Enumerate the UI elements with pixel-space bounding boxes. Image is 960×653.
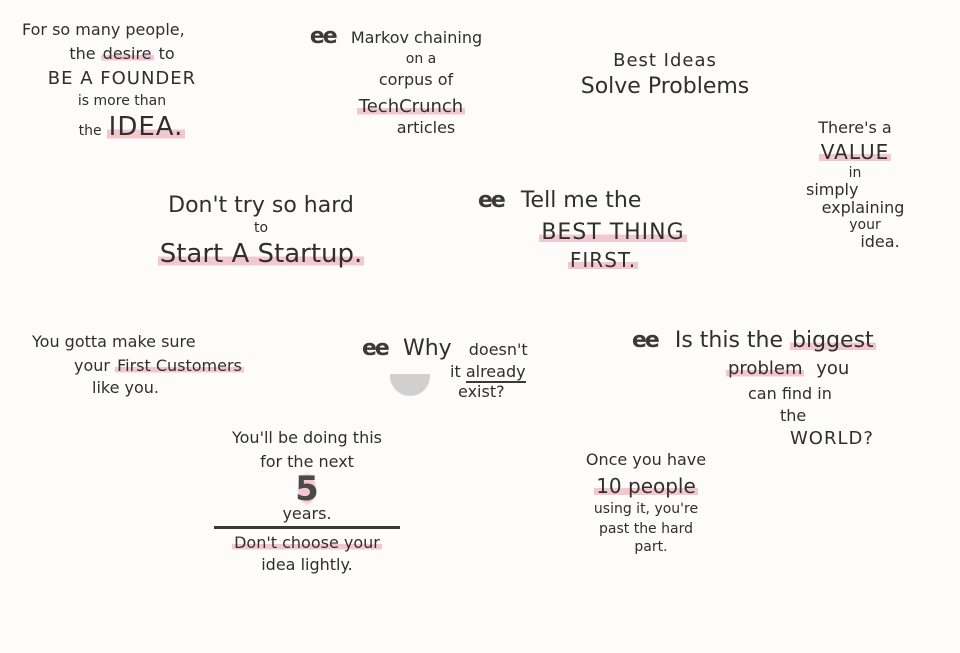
note-ten-people: Once you have 10 people using it, you're…: [566, 450, 726, 555]
dont-try-line-2: to: [253, 220, 269, 236]
ten-people-line-3: using it, you're: [593, 501, 699, 517]
value-line-3: in: [848, 165, 862, 181]
tell-me-line-1: Tell me the: [520, 188, 642, 213]
value-line-7: idea.: [860, 232, 900, 251]
markov-line-2: on a: [405, 51, 437, 67]
note-tell-me-best-thing: ee Tell me the BEST THING FIRST.: [478, 188, 728, 272]
biggest-line-5: WORLD?: [790, 428, 874, 449]
note-first-customers: You gotta make sure your First Customers…: [32, 334, 272, 396]
markov-techcrunch-highlight: TechCrunch: [356, 96, 466, 117]
five-number: 5: [295, 469, 319, 509]
note-biggest-problem: ee Is this the biggest problem you can f…: [632, 328, 932, 449]
quote-mark-icon: ee: [632, 328, 660, 353]
customers-line-3: like you.: [92, 378, 159, 397]
ten-people-line-5: part.: [634, 539, 668, 555]
ten-people-line-1: Once you have: [585, 450, 707, 469]
founder-line-3: BE A FOUNDER: [47, 68, 197, 89]
biggest-line-1-pre: Is this the: [674, 328, 784, 353]
why-word: Why: [402, 336, 452, 361]
quote-mark-icon: ee: [309, 24, 338, 49]
quote-mark-icon: ee: [362, 336, 390, 361]
ten-people-highlight: 10 people: [594, 474, 698, 498]
note-value-explaining: There's a VALUE in simply explaining you…: [800, 120, 910, 250]
dont-try-line-1: Don't try so hard: [168, 193, 354, 218]
note-best-ideas: Best Ideas Solve Problems: [570, 52, 760, 98]
best-thing-highlight: BEST THING: [539, 220, 687, 245]
customers-line-1: You gotta make sure: [32, 332, 196, 351]
dont-choose-highlight: Don't choose your: [232, 533, 382, 552]
divider-line: [214, 526, 400, 529]
why-line-1: doesn't: [468, 340, 528, 359]
biggest-line-2-post: you: [816, 358, 850, 379]
quote-mark-icon: ee: [478, 188, 506, 213]
markov-line-3: corpus of: [378, 70, 454, 89]
five-years-line-1: You'll be doing this: [231, 428, 382, 447]
value-line-1: There's a: [818, 118, 892, 137]
founder-line-5-pre: the: [78, 123, 102, 139]
markov-line-1: Markov chaining: [350, 28, 483, 47]
first-customers-highlight: First Customers: [115, 356, 244, 375]
founder-line-2-pre: the: [69, 44, 96, 63]
value-line-5: explaining: [821, 198, 905, 217]
note-markov-chaining: ee Markov chaining on a corpus of TechCr…: [296, 26, 496, 136]
note-five-years: You'll be doing this for the next 5 year…: [212, 430, 402, 573]
biggest-line-4: the: [780, 406, 807, 425]
value-line-6: your: [849, 217, 881, 233]
five-years-line-6: idea lightly.: [261, 555, 353, 574]
customers-line-2-pre: your: [74, 356, 110, 375]
note-why-doesnt-exist: ee Why doesn't it already exist?: [362, 338, 572, 400]
best-ideas-line-1: Best Ideas: [613, 50, 717, 71]
problem-highlight: problem: [726, 358, 805, 379]
why-line-3: exist?: [458, 382, 505, 401]
markov-line-5: articles: [396, 118, 456, 137]
five-years-line-2: for the next: [260, 452, 354, 471]
five-years-line-4: years.: [282, 504, 332, 523]
why-line-2-pre: it: [450, 362, 461, 381]
note-founder-desire: For so many people, the desire to BE A F…: [22, 20, 222, 142]
already-underlined: already: [465, 362, 526, 383]
first-highlight: FIRST.: [567, 248, 639, 272]
value-line-4: simply: [806, 180, 859, 199]
ten-people-line-4: past the hard: [599, 521, 693, 537]
founder-idea-highlight: IDEA.: [106, 112, 186, 142]
biggest-highlight: biggest: [790, 328, 876, 353]
founder-line-1: For so many people,: [22, 20, 185, 39]
biggest-line-3: can find in: [748, 384, 832, 403]
founder-line-2-post: to: [158, 44, 175, 63]
note-dont-try: Don't try so hard to Start A Startup.: [146, 193, 376, 269]
best-ideas-line-2: Solve Problems: [580, 74, 750, 99]
founder-line-4: is more than: [77, 93, 167, 109]
start-a-startup-highlight: Start A Startup.: [157, 239, 365, 269]
founder-desire-highlight: desire: [100, 44, 154, 63]
value-highlight: VALUE: [818, 140, 892, 164]
